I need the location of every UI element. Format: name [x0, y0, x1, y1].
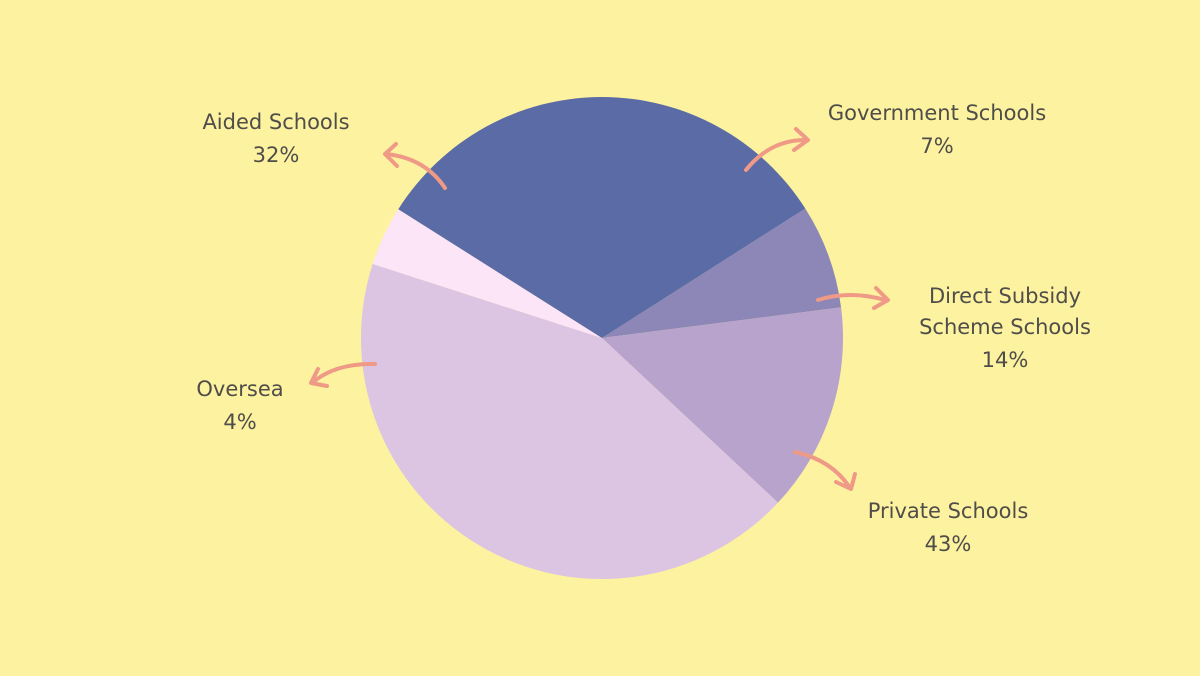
annotation-arrow-government-schools [744, 138, 807, 172]
slice-label-direct-subsidy-scheme-schools-line-1: Direct Subsidy [929, 284, 1081, 308]
slice-labels: Government Schools 7% Direct Subsidy Scheme… [196, 101, 1091, 556]
slice-value-private-schools: 43% [925, 532, 972, 556]
pie-slice-aided-schools [398, 97, 806, 339]
annotation-arrow-private-schools [793, 450, 852, 490]
slice-value-direct-subsidy-scheme-schools: 14% [982, 348, 1029, 372]
slice-label-aided-schools: Aided Schools [202, 110, 349, 134]
slice-value-government-schools: 7% [920, 134, 953, 158]
slice-label-direct-subsidy-scheme-schools-line-2: Scheme Schools [919, 315, 1091, 339]
slice-label-private-schools: Private Schools [868, 499, 1029, 523]
arrow-head-oversea [309, 367, 329, 388]
annotation-arrow-aided-schools [384, 152, 447, 190]
pie-slice-oversea [372, 209, 602, 338]
annotation-arrow-oversea [310, 361, 377, 385]
slice-value-oversea: 4% [223, 410, 256, 434]
slice-label-government-schools: Government Schools [828, 101, 1046, 125]
slice-value-aided-schools: 32% [253, 143, 300, 167]
arrow-head-government-schools [792, 127, 810, 152]
pie-slice-government-schools [602, 208, 842, 338]
arrow-head-aided-schools [383, 142, 399, 168]
slice-label-oversea: Oversea [196, 377, 283, 401]
annotation-arrow-direct-subsidy-scheme-schools [816, 293, 887, 302]
arrow-head-direct-subsidy-scheme-schools [872, 286, 890, 310]
pie-slice-private-schools [361, 263, 778, 580]
pie-slices [361, 97, 844, 580]
pie-slice-direct-subsidy-scheme-schools [602, 307, 844, 503]
arrow-head-private-schools [834, 472, 857, 491]
annotation-arrows [309, 127, 890, 491]
